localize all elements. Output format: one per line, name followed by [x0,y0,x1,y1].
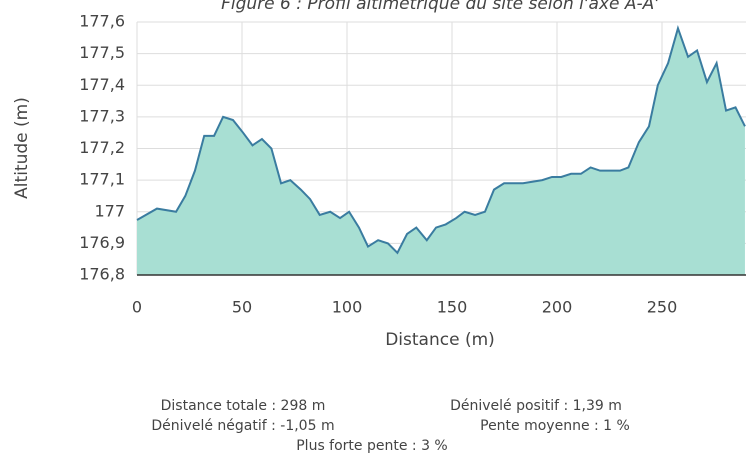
area-line [136,25,746,255]
y-tick-label: 177,6 [79,12,125,31]
y-tick-label: 177,2 [79,138,125,157]
x-tick-label: 50 [232,298,252,317]
x-tick-label: 0 [132,298,142,317]
annotation: Distance totale : 298 m [161,398,326,414]
x-tick-label: 100 [332,298,363,317]
annotation: Plus forte pente : 3 % [296,438,448,454]
chart-title: Figure 6 : Profil altimétrique du site s… [221,0,659,14]
y-axis-title: Altitude (m) [12,97,32,199]
y-tick-label: 177,1 [79,170,125,189]
y-tick-label: 177 [94,201,125,220]
y-tick-label: 177,4 [79,75,125,94]
x-tick-label: 150 [437,298,468,317]
x-tick-label: 200 [542,298,573,317]
y-tick-label: 177,5 [79,43,125,62]
y-tick-label: 177,3 [79,106,125,125]
area-fill [137,28,745,276]
annotation: Pente moyenne : 1 % [480,418,630,434]
y-tick-label: 176,9 [79,233,125,252]
annotation: Dénivelé positif : 1,39 m [450,398,622,414]
x-tick-label: 250 [647,298,678,317]
x-axis-title: Distance (m) [385,330,495,350]
annotation: Dénivelé négatif : -1,05 m [151,418,334,434]
y-tick-label: 176,8 [79,265,125,284]
